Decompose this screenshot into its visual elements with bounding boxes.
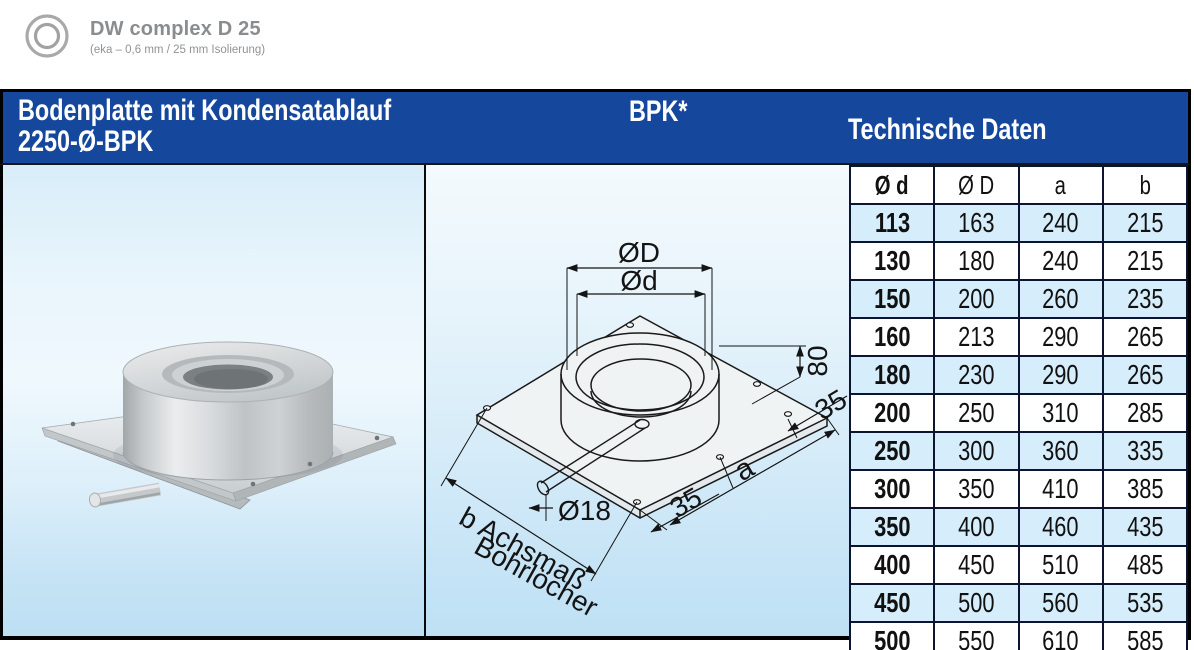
product-title: Bodenplatte mit Kondensatablauf 2250-Ø-B… <box>18 95 496 157</box>
dim-edge-length <box>639 417 840 531</box>
cell-diameter-inner: 350 <box>848 507 936 547</box>
product-title-line2: 2250-Ø-BPK <box>18 125 154 158</box>
cell-value: 240 <box>1017 241 1104 281</box>
product-title-line1: Bodenplatte mit Kondensatablauf <box>18 94 392 127</box>
cell-value: 265 <box>1101 317 1189 357</box>
cell-value: 350 <box>933 469 1020 509</box>
cell-value: 250 <box>933 393 1020 433</box>
table-row: 113 163 240 215 <box>848 203 1189 243</box>
cell-value: 163 <box>933 203 1020 243</box>
label-outer-diameter: ØD <box>618 237 660 268</box>
product-family-title: DW complex D 25 <box>90 18 261 40</box>
tech-table-body: 113 163 240 215 130 180 240 215 150 200 260 235 160 2… <box>848 203 1189 650</box>
cell-diameter-inner: 160 <box>848 317 936 357</box>
cell-value: 450 <box>933 545 1020 585</box>
cell-value: 310 <box>1017 393 1104 433</box>
dim-bolt-axis <box>440 407 638 582</box>
datasheet-frame: Bodenplatte mit Kondensatablauf 2250-Ø-B… <box>0 89 1191 650</box>
label-drain-diameter: Ø18 <box>558 495 611 526</box>
cell-value: 360 <box>1017 431 1104 471</box>
pipe-ring-logo-icon <box>25 14 69 58</box>
cell-value: 240 <box>1017 203 1104 243</box>
cell-value: 400 <box>933 507 1020 547</box>
table-header-row: Ø d Ø D a b <box>848 165 1189 205</box>
cell-diameter-inner: 150 <box>848 279 936 319</box>
cell-diameter-inner: 200 <box>848 393 936 433</box>
cell-value: 213 <box>933 317 1020 357</box>
product-photo <box>41 341 397 510</box>
cell-diameter-inner: 500 <box>848 621 936 650</box>
technical-data-title: Technische Daten <box>848 113 1047 146</box>
technical-drawing: ØD Ød 80 35 a 35 Ø18 b Achsmaß Bohrlöche… <box>440 237 849 623</box>
cell-value: 560 <box>1017 583 1104 623</box>
cell-diameter-inner: 450 <box>848 583 936 623</box>
cell-value: 460 <box>1017 507 1104 547</box>
cell-diameter-inner: 113 <box>848 203 936 243</box>
cell-value: 410 <box>1017 469 1104 509</box>
cell-value: 585 <box>1101 621 1189 650</box>
cell-diameter-inner: 180 <box>848 355 936 395</box>
cell-value: 435 <box>1101 507 1189 547</box>
technical-drawing-panel: ØD Ød 80 35 a 35 Ø18 b Achsmaß Bohrlöche… <box>426 165 849 636</box>
cell-value: 265 <box>1101 355 1189 395</box>
product-family-subtitle: (eka – 0,6 mm / 25 mm Isolierung) <box>90 44 266 56</box>
cell-value: 500 <box>933 583 1020 623</box>
table-row: 300 350 410 385 <box>848 469 1189 509</box>
brand-block: DW complex D 25 (eka – 0,6 mm / 25 mm Is… <box>24 14 265 62</box>
header-bar: Bodenplatte mit Kondensatablauf 2250-Ø-B… <box>0 89 1191 165</box>
table-row: 350 400 460 435 <box>848 507 1189 547</box>
cell-diameter-inner: 300 <box>848 469 936 509</box>
cell-value: 610 <box>1017 621 1104 650</box>
cell-value: 260 <box>1017 279 1104 319</box>
col-header-d-outer: Ø D <box>933 165 1020 205</box>
cell-diameter-inner: 400 <box>848 545 936 585</box>
table-row: 400 450 510 485 <box>848 545 1189 585</box>
table-row: 500 550 610 585 <box>848 621 1189 650</box>
cell-value: 290 <box>1017 355 1104 395</box>
cell-value: 385 <box>1101 469 1189 509</box>
cell-value: 300 <box>933 431 1020 471</box>
cell-value: 200 <box>933 279 1020 319</box>
table-row: 160 213 290 265 <box>848 317 1189 357</box>
dim-outer-diameter <box>566 264 713 370</box>
col-header-a: a <box>1017 165 1104 205</box>
cell-value: 215 <box>1101 241 1189 281</box>
cell-value: 230 <box>933 355 1020 395</box>
col-header-d-inner: Ø d <box>848 165 936 205</box>
table-row: 250 300 360 335 <box>848 431 1189 471</box>
dim-drain-diameter <box>528 494 553 521</box>
table-row: 200 250 310 285 <box>848 393 1189 433</box>
table-row: 130 180 240 215 <box>848 241 1189 281</box>
cell-diameter-inner: 130 <box>848 241 936 281</box>
cell-value: 290 <box>1017 317 1104 357</box>
cell-value: 285 <box>1101 393 1189 433</box>
dim-inner-diameter <box>576 290 706 356</box>
label-collar-height: 80 <box>802 345 833 376</box>
content-row: ØD Ød 80 35 a 35 Ø18 b Achsmaß Bohrlöche… <box>0 165 1191 650</box>
tech-data-table: Ø d Ø D a b 113 163 240 215 130 180 240 215 150 2… <box>848 165 1189 650</box>
label-inner-diameter: Ød <box>620 265 657 296</box>
cell-value: 550 <box>933 621 1020 650</box>
dim-collar-height <box>719 345 806 405</box>
drain-pipe-photo <box>88 482 162 508</box>
cell-value: 235 <box>1101 279 1189 319</box>
dim-hole-offset-bottom <box>650 456 734 533</box>
cell-diameter-inner: 250 <box>848 431 936 471</box>
cell-value: 485 <box>1101 545 1189 585</box>
table-row: 450 500 560 535 <box>848 583 1189 623</box>
cell-value: 510 <box>1017 545 1104 585</box>
plate-screw-holes <box>70 421 380 487</box>
table-row: 150 200 260 235 <box>848 279 1189 319</box>
col-header-b: b <box>1101 165 1189 205</box>
cell-value: 180 <box>933 241 1020 281</box>
technical-data-panel: Ø d Ø D a b 113 163 240 215 130 180 240 215 150 2… <box>848 165 1189 650</box>
cell-value: 215 <box>1101 203 1189 243</box>
cell-value: 535 <box>1101 583 1189 623</box>
table-row: 180 230 290 265 <box>848 355 1189 395</box>
collar-photo <box>122 341 334 481</box>
cell-value: 335 <box>1101 431 1189 471</box>
product-photo-panel <box>3 165 426 636</box>
product-code: BPK* <box>629 95 688 128</box>
